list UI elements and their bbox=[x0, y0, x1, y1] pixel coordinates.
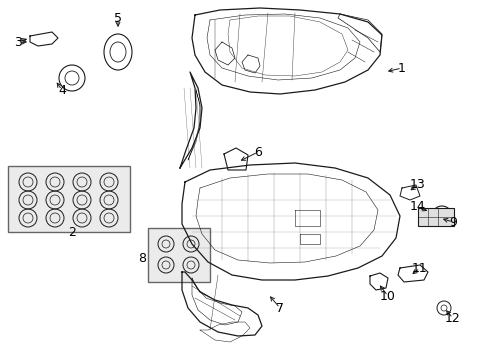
Text: 12: 12 bbox=[444, 311, 460, 324]
Text: 8: 8 bbox=[138, 252, 146, 265]
Text: 11: 11 bbox=[411, 261, 427, 274]
Text: 3: 3 bbox=[14, 36, 22, 49]
Text: 5: 5 bbox=[114, 12, 122, 24]
Text: 6: 6 bbox=[254, 145, 262, 158]
Text: 7: 7 bbox=[275, 302, 284, 315]
Text: 4: 4 bbox=[58, 84, 66, 96]
Text: 10: 10 bbox=[379, 289, 395, 302]
Text: 13: 13 bbox=[409, 179, 425, 192]
Text: 2: 2 bbox=[68, 226, 76, 239]
Text: 1: 1 bbox=[397, 62, 405, 75]
Text: 9: 9 bbox=[448, 216, 456, 229]
Bar bbox=[148, 228, 209, 282]
Text: 14: 14 bbox=[409, 201, 425, 213]
Bar bbox=[8, 166, 130, 232]
Bar bbox=[417, 208, 453, 226]
